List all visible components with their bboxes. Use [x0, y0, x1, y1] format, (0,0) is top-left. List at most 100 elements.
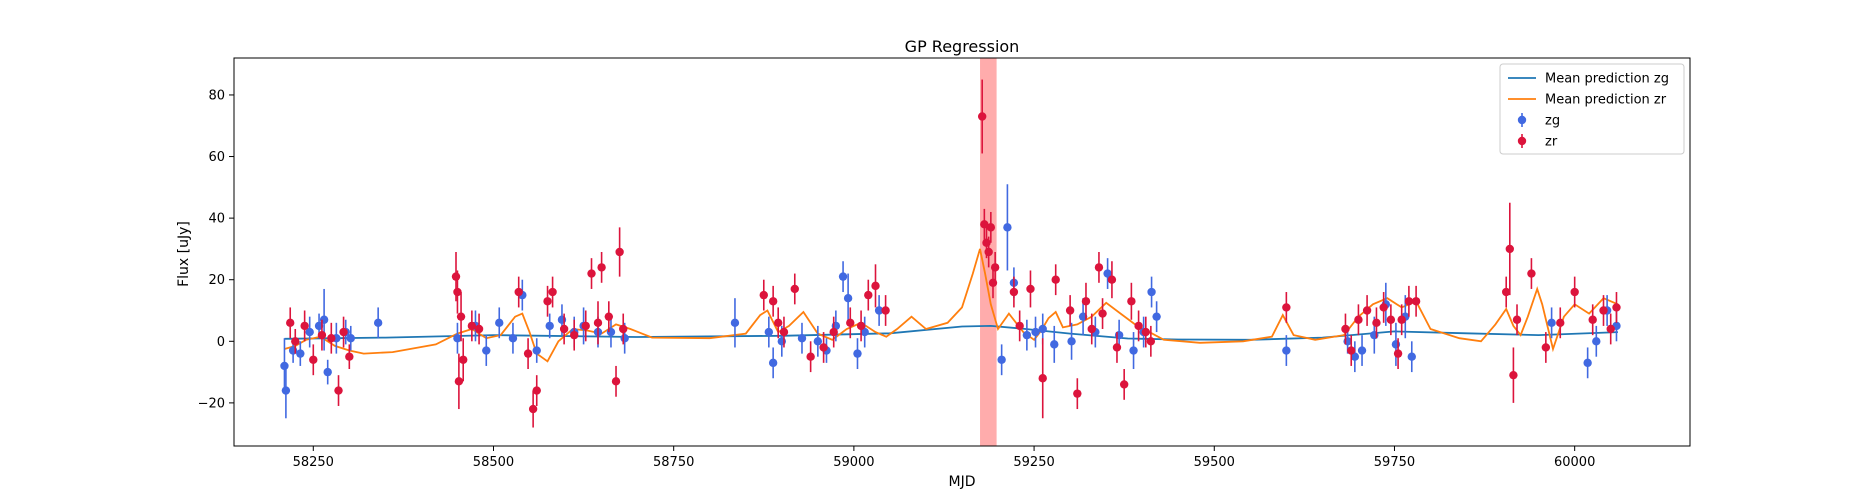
marker — [1094, 263, 1104, 272]
marker — [1527, 269, 1536, 278]
marker — [1050, 340, 1059, 349]
data-point-zr — [1051, 264, 1060, 296]
x-tick-label: 59500 — [1194, 455, 1235, 470]
marker — [1038, 324, 1047, 334]
data-point-zr — [1512, 304, 1522, 336]
data-point-zr — [1347, 335, 1356, 366]
marker — [1505, 244, 1515, 254]
data-point-zr — [759, 279, 768, 311]
marker — [467, 321, 477, 331]
data-point-zg — [1067, 322, 1076, 360]
marker — [1038, 374, 1047, 383]
data-point-zr — [1081, 282, 1091, 320]
data-point-zr — [528, 390, 538, 428]
marker — [508, 334, 518, 343]
data-point-zr — [1362, 295, 1372, 326]
data-point-zr — [790, 273, 799, 305]
marker — [548, 287, 557, 297]
marker — [346, 334, 355, 343]
data-point-zr — [1372, 307, 1381, 339]
data-point-zg — [1031, 316, 1040, 348]
data-point-zr — [1527, 258, 1536, 289]
data-point-zr — [1119, 369, 1129, 400]
marker — [881, 306, 890, 315]
marker — [451, 272, 461, 281]
marker — [305, 327, 314, 337]
data-point-zr — [345, 344, 354, 370]
marker — [977, 112, 987, 121]
data-point-zg — [495, 307, 504, 339]
marker — [482, 346, 491, 355]
marker — [532, 346, 541, 355]
marker — [1051, 275, 1060, 284]
data-point-zr — [619, 313, 628, 345]
marker — [317, 330, 327, 340]
x-axis: 58250 58500 58750 59000 59250 59500 59750 60000 — [293, 446, 1595, 470]
marker — [459, 355, 468, 364]
marker — [559, 324, 569, 334]
marker — [1282, 303, 1291, 312]
marker — [1547, 318, 1556, 328]
legend-item: zr — [1517, 134, 1558, 150]
marker — [373, 318, 383, 328]
marker — [984, 247, 993, 257]
marker — [1098, 309, 1107, 318]
data-point-zr — [864, 279, 873, 311]
data-point-zr — [1107, 261, 1117, 299]
data-point-zr — [871, 264, 880, 308]
marker — [1386, 315, 1396, 324]
data-point-zg — [280, 338, 289, 394]
marker — [281, 386, 291, 395]
marker — [291, 337, 300, 346]
data-point-zr — [1556, 307, 1565, 339]
marker — [1606, 324, 1615, 334]
marker — [1065, 306, 1075, 315]
marker — [843, 293, 853, 303]
marker — [334, 386, 343, 395]
marker — [587, 269, 596, 278]
marker — [1407, 352, 1416, 361]
data-point-zr — [1009, 276, 1019, 308]
x-tick-label: 59250 — [1013, 455, 1054, 470]
marker — [1022, 330, 1032, 340]
data-point-zr — [1599, 295, 1608, 326]
data-point-zr — [846, 307, 855, 339]
marker — [986, 223, 996, 232]
data-point-zr — [1015, 310, 1024, 342]
marker — [474, 324, 484, 334]
data-point-zg — [305, 316, 314, 348]
marker — [1357, 346, 1367, 355]
data-point-zg — [1350, 341, 1360, 373]
marker — [1003, 223, 1012, 232]
data-point-zr — [1612, 292, 1621, 323]
data-point-zg — [1583, 347, 1592, 379]
data-point-zg — [373, 307, 383, 339]
marker — [611, 377, 621, 386]
y-tick-label: 20 — [208, 273, 225, 288]
x-tick-label: 59750 — [1374, 455, 1415, 470]
marker — [860, 327, 869, 337]
data-point-zr — [1134, 310, 1143, 342]
data-point-zr — [1354, 304, 1363, 336]
data-point-zr — [1393, 338, 1403, 370]
marker — [300, 321, 309, 331]
marker — [570, 330, 579, 340]
marker — [593, 318, 603, 328]
marker — [797, 334, 807, 343]
data-point-zr — [593, 301, 603, 345]
marker — [1362, 306, 1372, 315]
marker — [323, 367, 332, 377]
marker — [768, 297, 778, 306]
marker — [453, 334, 462, 343]
data-point-zg — [453, 322, 462, 354]
data-point-zg — [860, 316, 869, 348]
data-point-zr — [1065, 295, 1075, 326]
data-point-zg — [797, 322, 807, 354]
marker — [453, 287, 462, 297]
marker — [838, 272, 848, 281]
legend-label: zg — [1545, 114, 1560, 129]
data-point-zr — [611, 365, 621, 397]
marker — [327, 334, 336, 343]
data-point-zr — [1127, 282, 1136, 320]
data-point-zr — [604, 301, 614, 333]
